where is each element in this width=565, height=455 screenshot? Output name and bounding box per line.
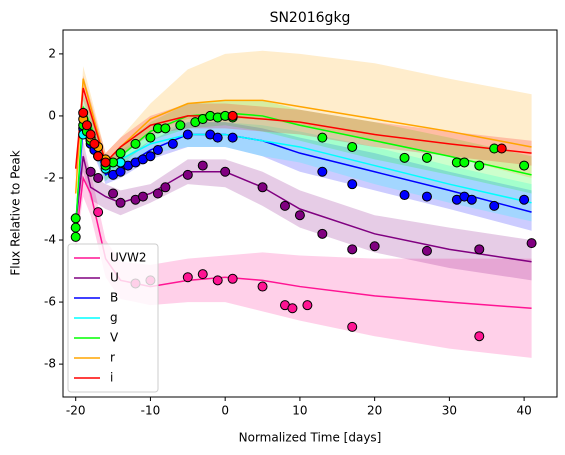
observation — [369, 241, 380, 252]
observation — [175, 120, 186, 131]
observation — [227, 132, 238, 143]
legend-label: B — [110, 291, 118, 305]
observation — [347, 141, 358, 152]
x-axis-label: Normalized Time [days] — [239, 431, 382, 445]
uncertainty-band — [75, 112, 532, 234]
observation — [466, 194, 477, 205]
observation — [526, 238, 537, 249]
observation — [93, 207, 104, 218]
observation — [347, 321, 358, 332]
legend-box — [67, 243, 159, 393]
observation — [317, 228, 328, 239]
x-tick-label: -10 — [141, 404, 161, 418]
observation — [474, 244, 485, 255]
observation — [197, 160, 208, 171]
observation — [347, 244, 358, 255]
observation — [227, 110, 238, 121]
observation — [145, 132, 156, 143]
uncertainty-band — [75, 153, 532, 358]
observation — [182, 272, 193, 283]
observation — [519, 194, 530, 205]
observation — [459, 157, 470, 168]
observation — [421, 152, 432, 163]
y-tick-label: 0 — [48, 108, 56, 122]
observation — [85, 166, 96, 177]
observation — [130, 138, 141, 149]
legend-label: U — [110, 271, 119, 285]
observation — [212, 275, 223, 286]
x-tick-label: 40 — [516, 404, 531, 418]
observation — [347, 179, 358, 190]
observation — [421, 245, 432, 256]
model-line — [74, 87, 532, 169]
legend-label: g — [110, 311, 118, 325]
observation — [78, 107, 89, 118]
observation — [421, 191, 432, 202]
chart-title: SN2016gkg — [270, 10, 351, 26]
legend-label: UVW2 — [110, 251, 147, 265]
observation — [108, 188, 119, 199]
observation — [317, 132, 328, 143]
observation — [89, 138, 100, 149]
observation — [167, 138, 178, 149]
observation — [220, 166, 231, 177]
observation — [474, 160, 485, 171]
observation — [519, 160, 530, 171]
observation — [115, 197, 126, 208]
uncertainty-band — [75, 75, 532, 178]
observation — [399, 152, 410, 163]
observation — [160, 123, 171, 134]
observation — [279, 200, 290, 211]
observation — [489, 200, 500, 211]
observation — [81, 120, 92, 131]
observation — [115, 166, 126, 177]
observation — [212, 132, 223, 143]
observation — [496, 143, 507, 154]
legend-label: i — [110, 371, 113, 385]
y-axis-label: Flux Relative to Peak — [9, 150, 23, 275]
observation — [70, 231, 81, 242]
legend-label: V — [110, 331, 119, 345]
observation — [152, 145, 163, 156]
observation — [302, 300, 313, 311]
observation — [257, 281, 268, 292]
y-tick-label: -8 — [44, 357, 56, 371]
observation — [257, 182, 268, 193]
observation — [93, 172, 104, 183]
observation — [145, 151, 156, 162]
observation — [317, 166, 328, 177]
observation — [227, 273, 238, 284]
observation — [100, 157, 111, 168]
observation — [182, 169, 193, 180]
y-tick-label: 2 — [48, 46, 56, 60]
y-tick-label: -4 — [44, 233, 56, 247]
y-tick-label: -6 — [44, 295, 56, 309]
plot-frame — [62, 29, 558, 398]
y-tick-label: -2 — [44, 170, 56, 184]
observation — [70, 213, 81, 224]
observation — [93, 151, 104, 162]
observation — [474, 331, 485, 342]
observation — [152, 188, 163, 199]
x-tick-label: 10 — [292, 404, 307, 418]
model-line — [74, 78, 532, 194]
x-tick-label: 30 — [442, 404, 457, 418]
observation — [182, 129, 193, 140]
uncertainty-band — [75, 50, 532, 203]
observation — [197, 269, 208, 280]
legend-label: r — [110, 351, 115, 365]
observation — [287, 303, 298, 314]
x-tick-label: 0 — [221, 404, 229, 418]
observation — [160, 182, 171, 193]
observation — [294, 210, 305, 221]
observation — [85, 129, 96, 140]
observation — [137, 191, 148, 202]
x-tick-label: -20 — [66, 404, 86, 418]
observation — [115, 148, 126, 159]
x-tick-label: 20 — [367, 404, 382, 418]
observation — [70, 222, 81, 233]
observation — [399, 190, 410, 201]
